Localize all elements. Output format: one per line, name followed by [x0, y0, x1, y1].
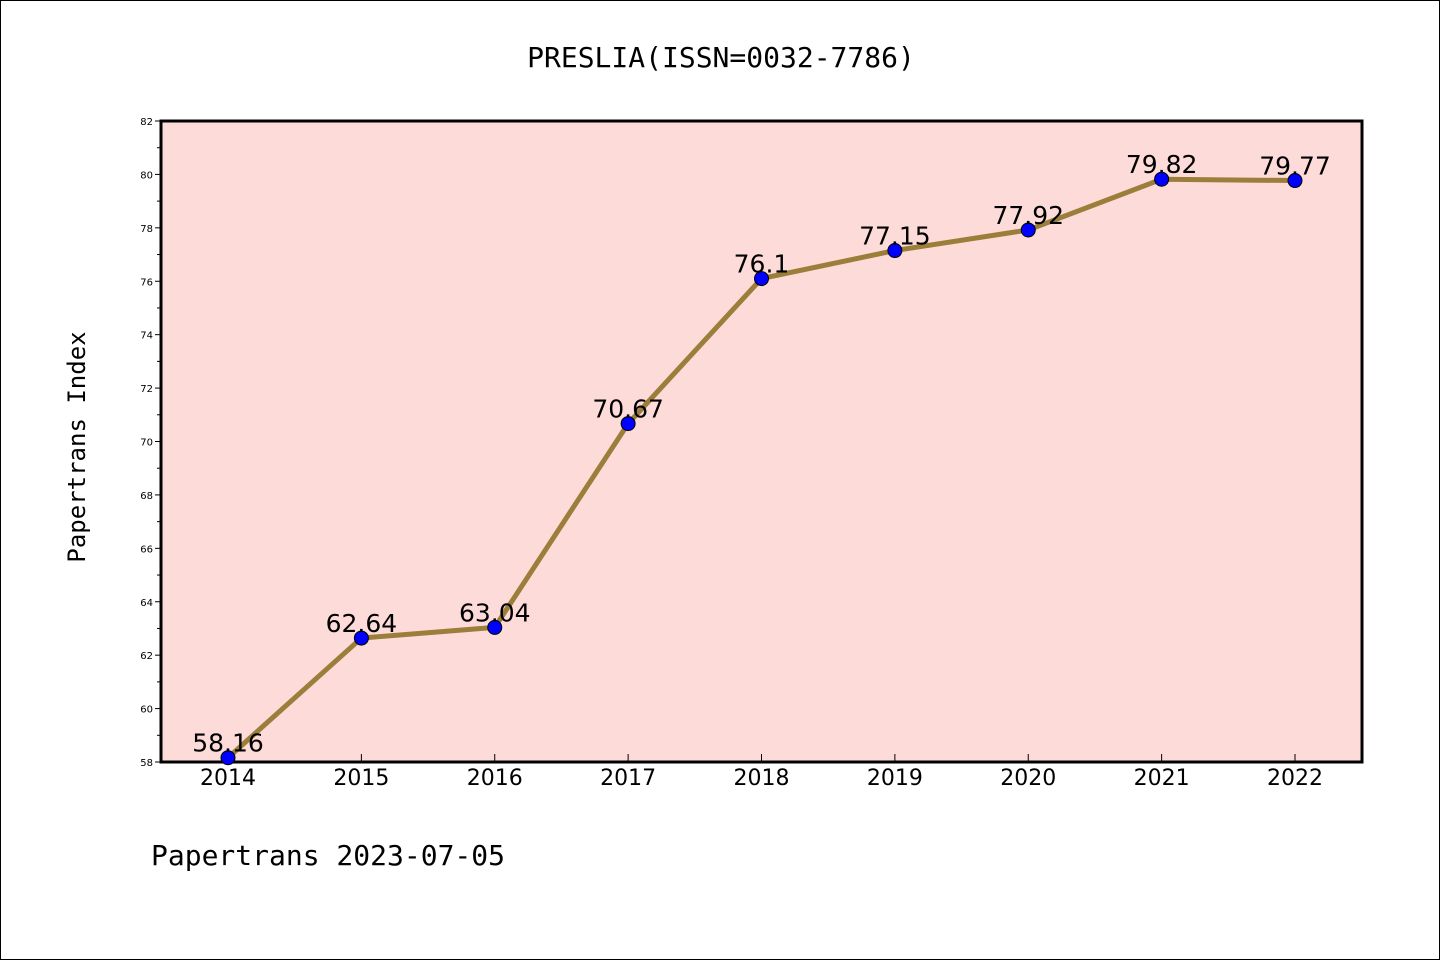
data-point — [353, 630, 369, 646]
x-tick-label: 2019 — [867, 766, 923, 791]
data-point — [620, 416, 636, 432]
data-label: 62.64 — [326, 609, 398, 638]
data-label: 76.1 — [734, 250, 790, 279]
chart-title: PRESLIA(ISSN=0032-7786) — [527, 41, 915, 74]
x-tick-label: 2015 — [333, 766, 389, 791]
y-tick-label: 58 — [140, 758, 153, 769]
y-tick-label: 62 — [140, 651, 153, 662]
y-tick-label: 78 — [140, 224, 153, 235]
x-axis: 2014 2015 2016 2017 2018 2019 2020 2021 2022 — [200, 754, 1323, 791]
data-label: 77.15 — [859, 222, 931, 251]
x-tick-label: 2022 — [1267, 766, 1323, 791]
data-point — [1154, 171, 1170, 187]
y-tick-label: 68 — [140, 491, 153, 502]
footer-date: Papertrans 2023-07-05 — [151, 839, 505, 872]
y-tick-label: 82 — [140, 117, 153, 128]
x-tick-label: 2021 — [1134, 766, 1190, 791]
y-tick-label: 66 — [140, 544, 153, 555]
y-tick-label: 72 — [140, 384, 153, 395]
data-point — [220, 750, 236, 766]
data-point — [1287, 173, 1303, 189]
y-tick-label: 70 — [140, 438, 153, 449]
x-tick-label: 2016 — [467, 766, 523, 791]
data-label: 79.77 — [1259, 152, 1331, 181]
data-point — [887, 243, 903, 259]
data-label: 79.82 — [1126, 150, 1198, 179]
data-point — [1020, 222, 1036, 238]
x-tick-label: 2014 — [200, 766, 256, 791]
plot-area — [159, 119, 1364, 764]
data-label: 58.16 — [192, 729, 264, 758]
y-tick-label: 80 — [140, 170, 153, 181]
x-tick-label: 2017 — [600, 766, 656, 791]
y-tick-label: 76 — [140, 277, 153, 288]
y-tick-label: 64 — [140, 598, 153, 609]
data-point — [487, 619, 503, 635]
y-tick-label: 74 — [140, 331, 153, 342]
data-labels: 58.16 62.64 63.04 70.67 76.1 77.15 77.92 79.82 7… — [192, 150, 1331, 758]
data-label: 70.67 — [592, 395, 664, 424]
data-point — [754, 271, 769, 287]
series-markers — [220, 171, 1303, 766]
y-axis: 58 60 62 64 66 68 70 72 74 76 78 80 82 — [140, 117, 161, 769]
data-label: 63.04 — [459, 598, 531, 627]
x-tick-label: 2020 — [1000, 766, 1056, 791]
data-label: 77.92 — [992, 201, 1064, 230]
x-tick-label: 2018 — [734, 766, 790, 791]
y-tick-label: 60 — [140, 705, 153, 716]
y-axis-label: Papertrans Index — [63, 331, 91, 562]
